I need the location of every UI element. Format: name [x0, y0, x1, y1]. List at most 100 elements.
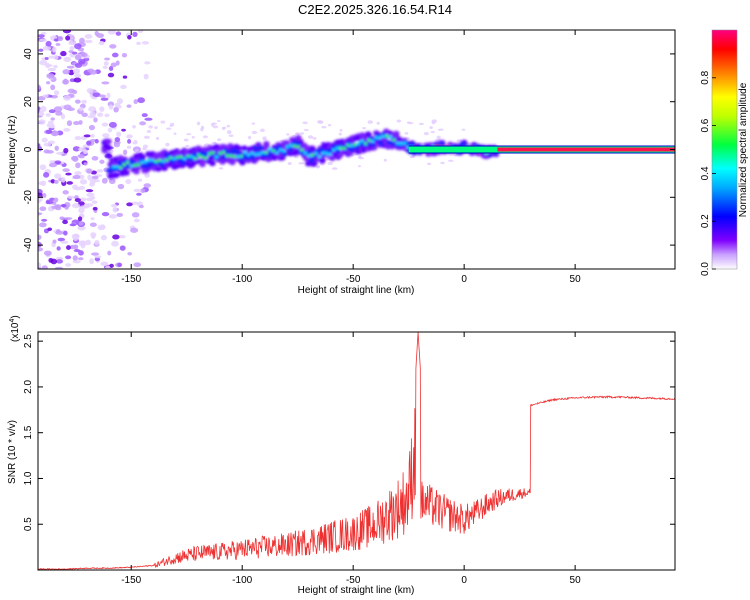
- noise-blob: [60, 50, 67, 57]
- noise-blob: [74, 186, 81, 191]
- y-tick-label: 2.5: [23, 334, 34, 348]
- noise-blob: [43, 171, 50, 178]
- ridge-core-blob: [356, 142, 361, 146]
- y-tick-label: 40: [23, 48, 34, 60]
- noise-blob: [166, 127, 172, 130]
- noise-blob: [133, 218, 140, 223]
- noise-blob: [114, 102, 121, 108]
- ridge-core-blob: [136, 163, 141, 167]
- noise-blob: [68, 39, 74, 45]
- noise-blob: [47, 67, 56, 72]
- ridge-blue-blob: [188, 156, 195, 162]
- noise-blob: [52, 46, 57, 53]
- noise-blob: [78, 221, 84, 226]
- noise-blob: [316, 165, 321, 168]
- ridge-core-blob: [118, 166, 123, 170]
- noise-blob: [143, 183, 152, 188]
- noise-blob: [217, 138, 222, 142]
- noise-blob: [101, 212, 110, 217]
- noise-blob: [74, 171, 82, 175]
- noise-blob: [101, 81, 110, 85]
- noise-blob: [327, 123, 332, 127]
- noise-blob: [85, 189, 94, 193]
- noise-blob: [112, 234, 120, 240]
- ridge-core-blob: [164, 158, 169, 162]
- noise-blob: [56, 246, 61, 251]
- noise-blob: [74, 73, 82, 78]
- noise-blob: [173, 132, 177, 135]
- ridge-core-blob: [218, 151, 222, 155]
- noise-blob: [126, 104, 132, 108]
- noise-blob: [56, 259, 63, 264]
- noise-blob: [50, 84, 56, 91]
- noise-blob: [84, 33, 93, 39]
- spectrogram-panel: -150 -100 -50 0 50 -40 -20 0 20 40 Height of str…: [7, 29, 676, 296]
- ridge-core-blob: [342, 146, 347, 150]
- noise-blob: [154, 126, 158, 130]
- noise-blob: [50, 117, 55, 121]
- y-tick-label: -20: [23, 190, 34, 205]
- ridge-core-blob: [161, 159, 165, 163]
- noise-blob: [83, 134, 91, 138]
- ridge-core-blob: [374, 136, 379, 140]
- noise-blob: [436, 135, 441, 140]
- noise-blob: [38, 212, 43, 216]
- ridge-core-blob: [299, 148, 304, 152]
- ridge-core-blob: [157, 158, 162, 162]
- noise-blob: [90, 196, 96, 200]
- ridge-blue-blob: [159, 162, 165, 168]
- noise-blob: [298, 162, 305, 165]
- noise-blob: [113, 106, 119, 113]
- noise-blob: [86, 140, 92, 146]
- snr-y-label: SNR (10 * v/v): [7, 420, 18, 484]
- noise-blob: [63, 78, 68, 85]
- noise-blob: [139, 121, 147, 126]
- noise-blob: [286, 133, 290, 136]
- snr-scale-exponent: 4: [9, 319, 16, 323]
- noise-blob: [89, 69, 97, 75]
- noise-blob: [91, 175, 99, 180]
- ridge-core-blob: [211, 151, 215, 155]
- noise-blob: [109, 44, 117, 49]
- ridge-core-blob: [267, 147, 272, 151]
- noise-blob: [144, 61, 151, 65]
- noise-blob: [362, 126, 367, 130]
- noise-blob: [57, 237, 66, 242]
- noise-blob: [160, 120, 166, 124]
- noise-blob: [115, 31, 122, 36]
- noise-blob: [53, 179, 59, 184]
- ridge-blue-blob: [410, 141, 416, 147]
- ridge-core-blob: [140, 160, 144, 164]
- x-tick-label: 50: [570, 575, 582, 586]
- ridge-core-blob: [186, 154, 190, 158]
- noise-blob: [121, 128, 126, 132]
- noise-blob: [62, 30, 72, 34]
- noise-blob: [431, 119, 438, 123]
- ridge-core-blob: [253, 152, 258, 156]
- noise-blob: [38, 241, 42, 248]
- ridge-blue-blob: [460, 141, 466, 147]
- noise-blob: [48, 162, 58, 168]
- noise-blob: [90, 134, 95, 138]
- noise-blob: [321, 125, 327, 129]
- x-tick-label: 0: [461, 575, 467, 586]
- noise-blob: [133, 188, 142, 193]
- noise-blob: [108, 104, 114, 110]
- noise-blob: [143, 73, 149, 80]
- noise-blob: [130, 227, 139, 233]
- noise-blob: [52, 239, 57, 244]
- noise-blob: [71, 155, 78, 161]
- noise-blob: [45, 40, 52, 47]
- noise-blob: [72, 146, 81, 152]
- noise-blob: [143, 135, 150, 139]
- ridge-core-blob: [324, 151, 329, 155]
- noise-blob: [112, 207, 118, 213]
- noise-blob: [85, 239, 92, 246]
- noise-blob: [357, 165, 362, 168]
- noise-blob: [139, 204, 144, 209]
- x-tick-label: -50: [346, 274, 361, 285]
- noise-blob: [91, 252, 100, 256]
- spectrogram-flat-line-layer: [408, 145, 675, 154]
- noise-blob: [383, 158, 387, 162]
- noise-blob: [108, 214, 117, 219]
